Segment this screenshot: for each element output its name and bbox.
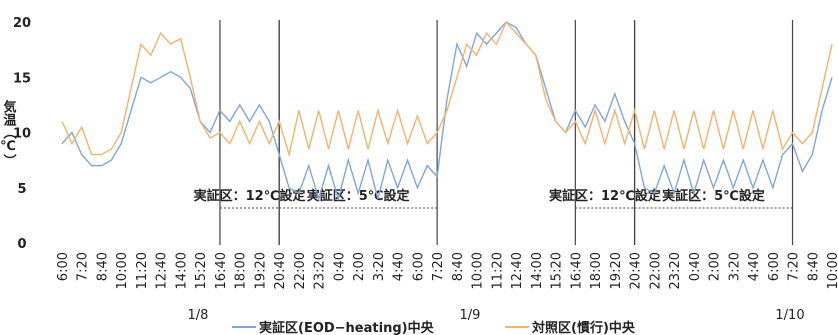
y-tick-label: 10 [13, 127, 31, 142]
x-tick-label: 22:00 [293, 252, 308, 289]
annotation: 実証区：5℃設定 [307, 188, 410, 204]
x-tick-label: 15:20 [550, 252, 565, 289]
x-tick-label: 14:00 [174, 252, 189, 289]
x-tick-label: 8:40 [95, 252, 110, 281]
x-tick-label: 0:40 [332, 252, 347, 281]
x-tick-label: 10:00 [826, 252, 838, 289]
x-tick-label: 6:00 [767, 252, 782, 281]
x-tick-label: 15:20 [194, 252, 209, 289]
x-tick-label: 6:00 [56, 252, 71, 281]
date-label: 1/10 [775, 308, 804, 323]
x-tick-label: 10:00 [471, 252, 486, 289]
x-tick-label: 11:20 [490, 252, 505, 289]
x-tick-label: 16:40 [569, 252, 584, 289]
x-tick-label: 12:40 [510, 252, 525, 289]
date-label: 1/9 [460, 308, 481, 323]
annotation: 実証区：12℃設定 [549, 188, 661, 204]
x-tick-label: 19:20 [253, 252, 268, 289]
series-line [61, 20, 833, 158]
x-tick-label: 19:20 [609, 252, 624, 289]
annotation: 実証区：5℃設定 [662, 188, 765, 204]
x-tick-label: 14:00 [530, 252, 545, 289]
series-line [61, 21, 833, 202]
x-tick-label: 2:00 [352, 252, 367, 281]
x-tick-label: 20:40 [273, 252, 288, 289]
x-tick-label: 10:00 [115, 252, 130, 289]
x-tick-label: 23:20 [313, 252, 328, 289]
x-tick-label: 3:20 [372, 252, 387, 281]
x-tick-label: 0:40 [688, 252, 703, 281]
x-tick-label: 7:20 [787, 252, 802, 281]
x-tick-label: 20:40 [629, 252, 644, 289]
x-tick-label: 4:40 [747, 252, 762, 281]
x-tick-label: 22:00 [648, 252, 663, 289]
y-tick-label: 5 [17, 182, 26, 197]
legend-label: 実証区(EOD−heating)中央 [259, 320, 435, 335]
y-tick-label: 15 [13, 71, 31, 86]
annotation: 実証区：12℃設定 [194, 188, 306, 204]
x-tick-label: 7:20 [76, 252, 91, 281]
x-tick-label: 12:40 [155, 252, 170, 289]
y-tick-label: 20 [13, 16, 31, 31]
x-tick-label: 4:40 [392, 252, 407, 281]
x-tick-label: 3:20 [727, 252, 742, 281]
x-tick-label: 18:00 [589, 252, 604, 289]
x-tick-label: 11:20 [135, 252, 150, 289]
y-tick-label: 0 [17, 237, 26, 252]
x-tick-label: 23:20 [668, 252, 683, 289]
x-tick-label: 2:00 [708, 252, 723, 281]
y-axis-label: 気温（℃） [0, 99, 17, 167]
x-tick-label: 8:40 [806, 252, 821, 281]
legend-label: 対照区(慣行)中央 [531, 320, 636, 335]
date-label: 1/8 [188, 308, 209, 323]
x-tick-label: 18:00 [234, 252, 249, 289]
x-tick-label: 6:00 [411, 252, 426, 281]
x-tick-label: 8:40 [451, 252, 466, 281]
x-tick-label: 7:20 [431, 252, 446, 281]
x-tick-label: 16:40 [214, 252, 229, 289]
